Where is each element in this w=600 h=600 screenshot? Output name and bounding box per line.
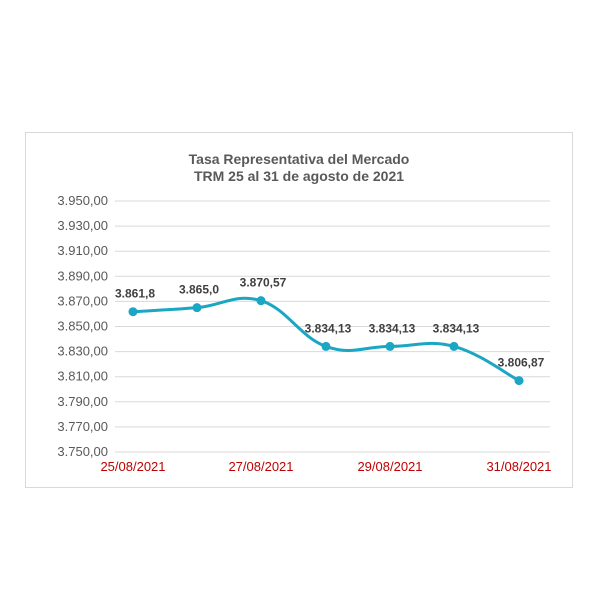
y-tick-label: 3.770,00 — [57, 419, 108, 434]
y-tick-label: 3.890,00 — [57, 268, 108, 283]
x-tick-label: 29/08/2021 — [357, 459, 422, 474]
y-tick-label: 3.750,00 — [57, 444, 108, 459]
y-tick-label: 3.950,00 — [57, 193, 108, 208]
y-tick-label: 3.830,00 — [57, 344, 108, 359]
y-tick-label: 3.930,00 — [57, 218, 108, 233]
chart-title: Tasa Representativa del Mercado — [188, 151, 410, 167]
data-point — [192, 303, 202, 313]
data-label: 3.861,8 — [115, 287, 155, 301]
data-point — [449, 341, 459, 351]
y-tick-label: 3.910,00 — [57, 243, 108, 258]
x-tick-label: 31/08/2021 — [486, 459, 551, 474]
data-point — [385, 341, 395, 351]
data-point — [128, 307, 138, 317]
y-tick-label: 3.850,00 — [57, 319, 108, 334]
data-point — [514, 376, 524, 386]
data-label: 3.865,0 — [179, 283, 219, 297]
data-point — [256, 296, 266, 306]
y-tick-label: 3.870,00 — [57, 293, 108, 308]
data-label: 3.834,13 — [305, 321, 352, 335]
x-tick-label: 27/08/2021 — [228, 459, 293, 474]
data-label: 3.806,87 — [498, 356, 545, 370]
data-point — [321, 341, 331, 351]
series-line — [132, 296, 520, 382]
data-label: 3.834,13 — [369, 321, 416, 335]
data-label: 3.834,13 — [433, 321, 480, 335]
y-tick-label: 3.790,00 — [57, 394, 108, 409]
data-label: 3.870,57 — [240, 276, 287, 290]
chart-frame: Tasa Representativa del Mercado TRM 25 a… — [25, 132, 573, 488]
chart-subtitle: TRM 25 al 31 de agosto de 2021 — [193, 168, 405, 184]
x-tick-label: 25/08/2021 — [100, 459, 165, 474]
y-tick-label: 3.810,00 — [57, 369, 108, 384]
chart-title-block: Tasa Representativa del Mercado TRM 25 a… — [26, 151, 572, 185]
